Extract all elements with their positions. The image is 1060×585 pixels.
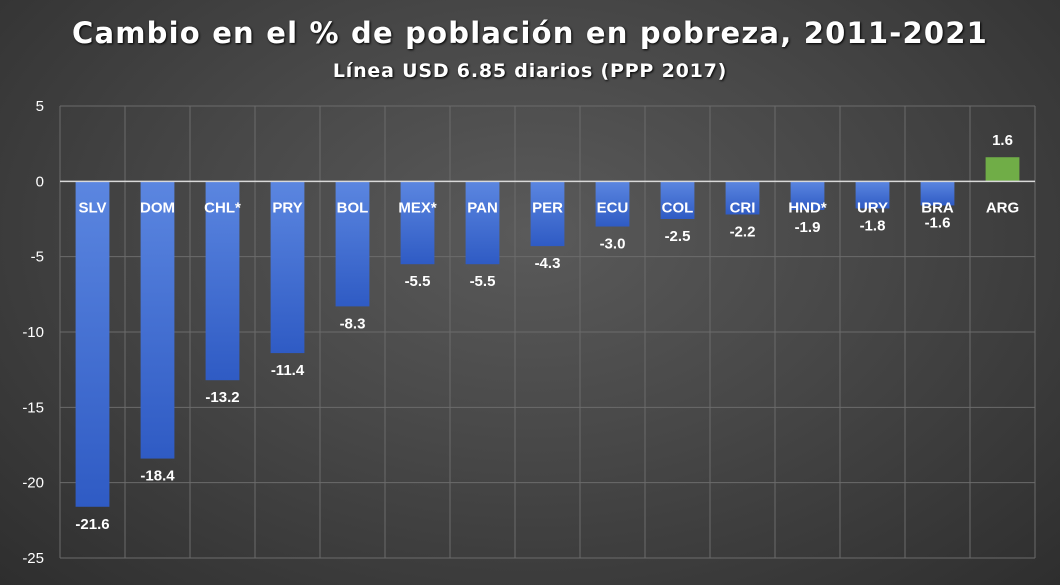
bars [75, 157, 1020, 507]
chart-subtitle: Línea USD 6.85 diarios (PPP 2017) [332, 60, 728, 82]
value-label: -1.6 [925, 214, 951, 231]
bar-ury [855, 181, 890, 209]
bar-bol [335, 181, 370, 307]
value-label: -8.3 [340, 315, 366, 332]
value-label: -2.2 [730, 223, 756, 240]
value-label: 1.6 [992, 132, 1013, 149]
y-tick-label: -20 [22, 475, 44, 492]
value-label: -2.5 [665, 228, 691, 245]
y-tick-label: -25 [22, 550, 44, 567]
y-tick-label: -10 [22, 324, 44, 341]
y-tick-label: -5 [31, 249, 44, 266]
bar-bra [920, 181, 955, 206]
y-tick-label: 0 [36, 173, 44, 190]
labels: SLV -21.6 DOM -18.4 CHL* -13.2 PRY -11.4 BOL -8.3… [75, 132, 1019, 533]
category-label: MEX* [398, 199, 437, 216]
value-label: -13.2 [205, 389, 239, 406]
category-label: PAN [467, 199, 498, 216]
category-label: HND* [788, 199, 826, 216]
category-label: SLV [78, 199, 106, 216]
category-label: COL [662, 199, 694, 216]
y-tick-label: 5 [36, 98, 44, 115]
bar-pan [465, 181, 500, 265]
category-label: CRI [730, 199, 756, 216]
bar-col [660, 181, 695, 219]
value-label: -21.6 [75, 516, 109, 533]
y-axis: 5 0 -5 -10 -15 -20 -25 [22, 98, 1035, 567]
bar-chl [205, 181, 240, 381]
value-label: -5.5 [470, 273, 496, 290]
bar-dom [140, 181, 175, 459]
bar-hnd [790, 181, 825, 210]
chart-title: Cambio en el % de población en pobreza, … [72, 16, 988, 50]
bar-mex [400, 181, 435, 265]
category-label: DOM [140, 199, 175, 216]
bar-slv [75, 181, 110, 507]
value-label: -1.9 [795, 219, 821, 236]
bar-pry [270, 181, 305, 354]
y-tick-label: -15 [22, 399, 44, 416]
bar-per [530, 181, 565, 247]
bar-cri [725, 181, 760, 215]
category-label: URY [857, 199, 888, 216]
value-label: -3.0 [600, 236, 626, 253]
category-label: ECU [597, 199, 629, 216]
value-label: -11.4 [271, 362, 305, 379]
category-label: ARG [986, 199, 1019, 216]
bar-ecu [595, 181, 630, 227]
value-label: -4.3 [535, 255, 561, 272]
value-label: -5.5 [405, 273, 431, 290]
value-label: -18.4 [140, 468, 175, 485]
category-label: CHL* [204, 199, 241, 216]
value-label: -1.8 [860, 217, 886, 234]
category-label: BOL [337, 199, 369, 216]
category-label: PRY [272, 199, 302, 216]
bar-arg [985, 157, 1020, 182]
category-label: PER [532, 199, 563, 216]
category-label: BRA [921, 199, 954, 216]
